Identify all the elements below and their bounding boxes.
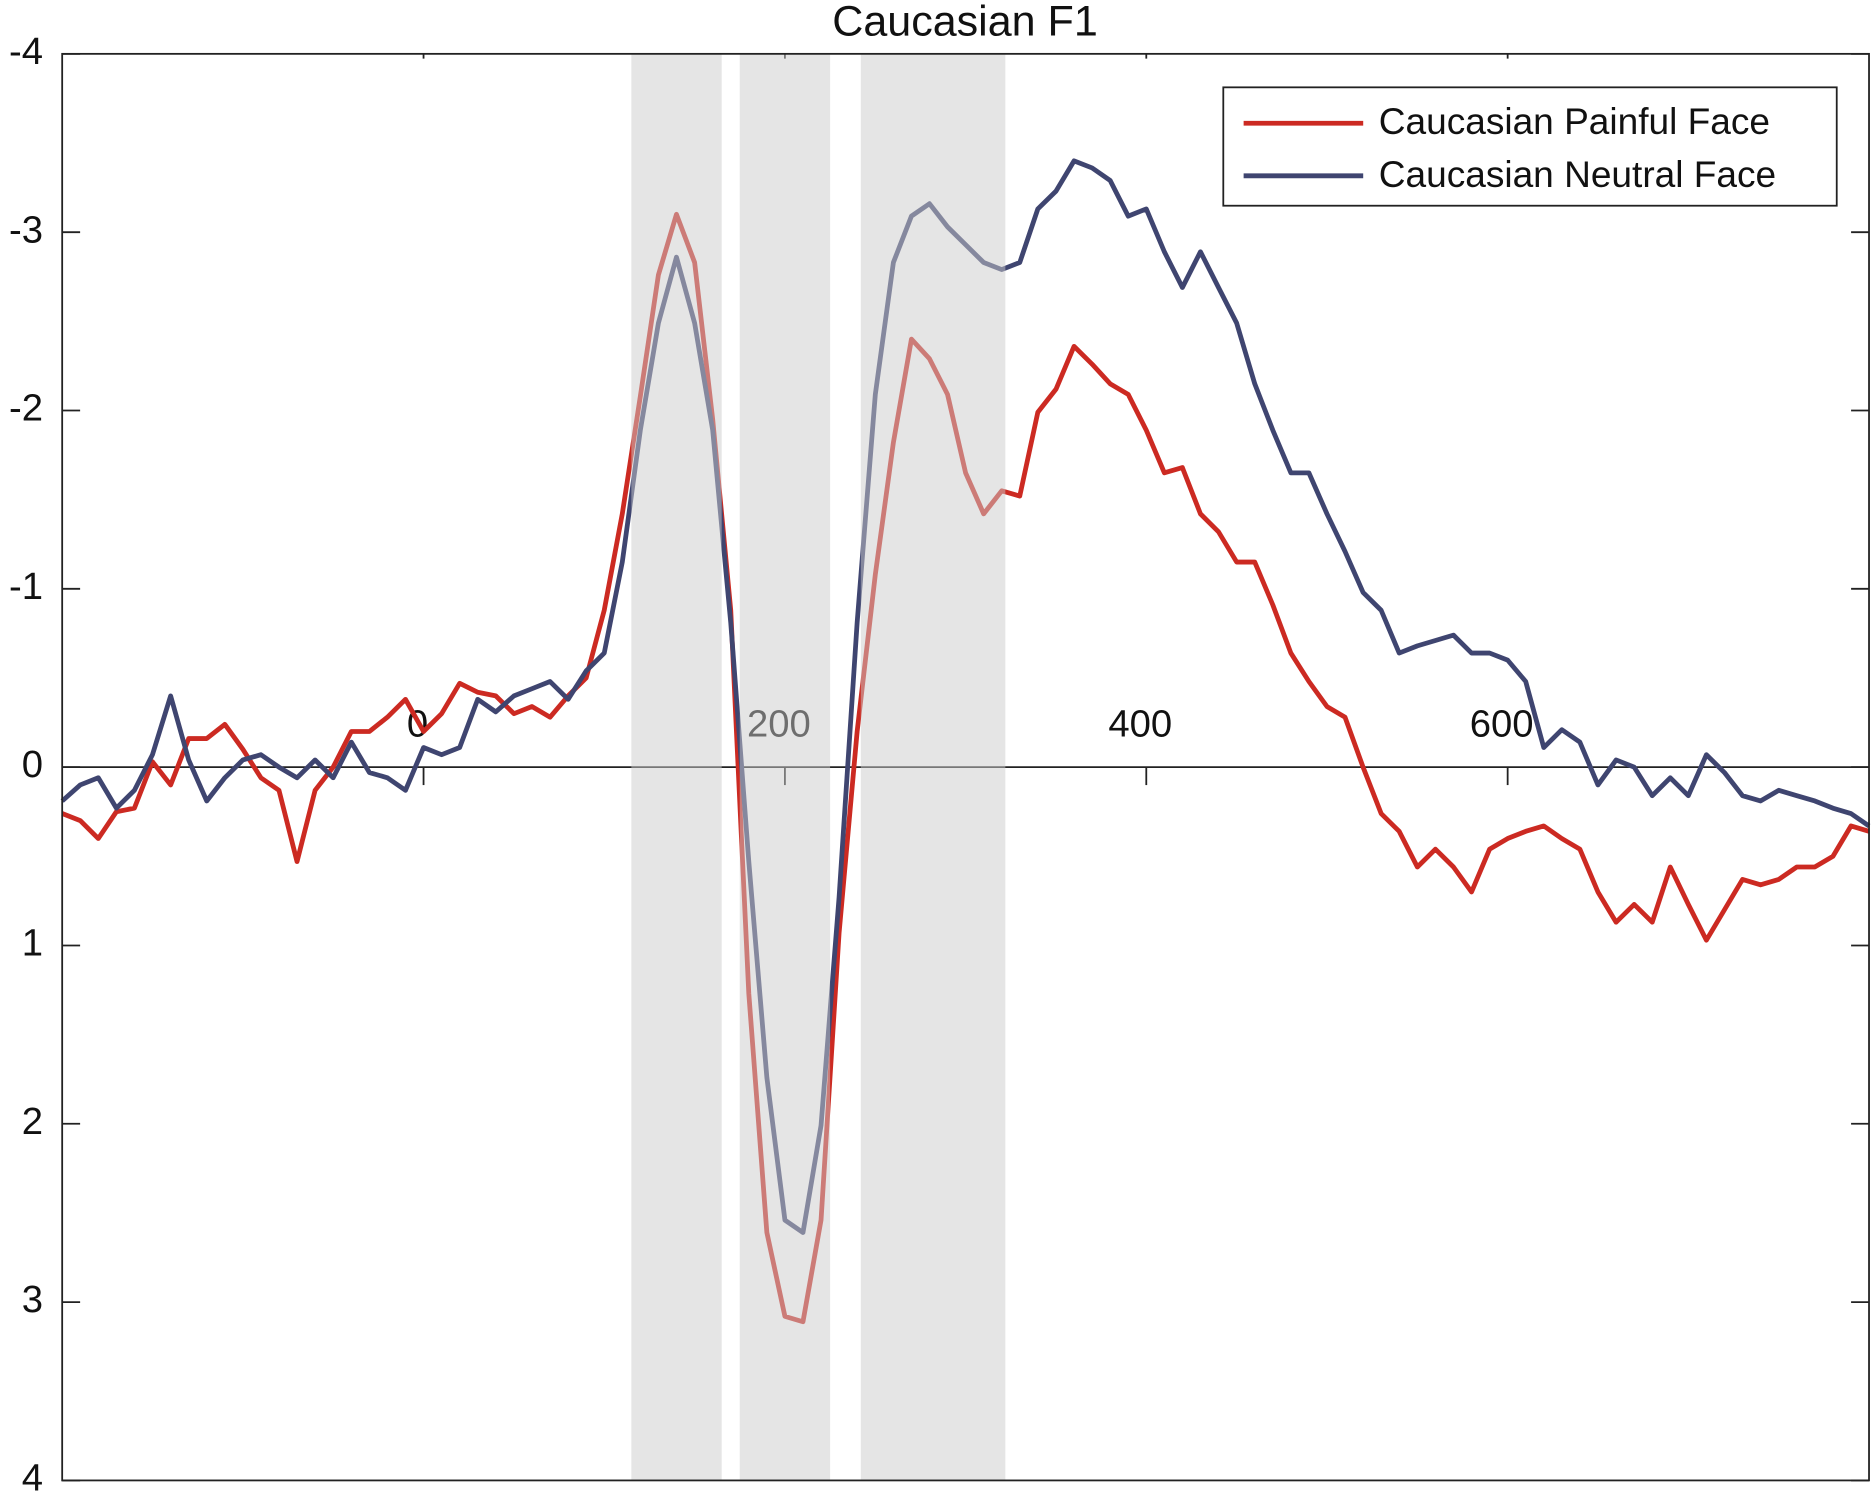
legend-label: Caucasian Neutral Face bbox=[1379, 153, 1776, 195]
plot-frame bbox=[61, 52, 1870, 1482]
y-tick-label: 0 bbox=[22, 743, 43, 786]
y-tick-label: 2 bbox=[22, 1100, 43, 1143]
y-tick-label: 1 bbox=[22, 922, 43, 965]
x-tick-label: 600 bbox=[1470, 703, 1534, 746]
shaded-region bbox=[860, 53, 1006, 1481]
chart-title: Caucasian F1 bbox=[832, 0, 1098, 45]
y-tick-label: -3 bbox=[9, 208, 43, 251]
shaded-region bbox=[739, 53, 831, 1481]
y-tick-label: -4 bbox=[9, 30, 43, 73]
y-tick-label: 3 bbox=[22, 1278, 43, 1321]
legend-label: Caucasian Painful Face bbox=[1379, 100, 1770, 142]
y-tick-label: -2 bbox=[9, 387, 43, 430]
legend-box bbox=[1222, 86, 1838, 207]
shaded-region bbox=[631, 53, 722, 1481]
y-tick-label: -1 bbox=[9, 565, 43, 608]
x-tick-label: 400 bbox=[1108, 703, 1172, 746]
y-tick-label: 4 bbox=[22, 1457, 43, 1499]
